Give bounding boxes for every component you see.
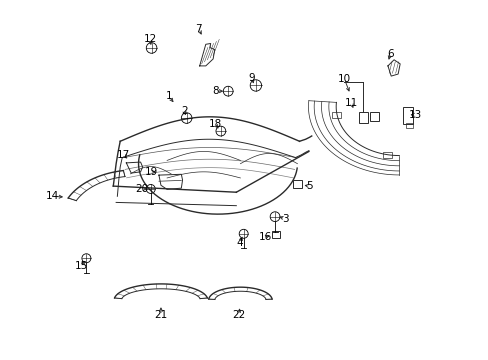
Text: 11: 11 bbox=[344, 98, 357, 108]
Text: 21: 21 bbox=[154, 310, 167, 320]
Text: 2: 2 bbox=[181, 106, 187, 116]
Text: 18: 18 bbox=[208, 119, 222, 129]
Text: 22: 22 bbox=[231, 310, 244, 320]
Text: 10: 10 bbox=[337, 74, 350, 84]
Text: 12: 12 bbox=[143, 34, 156, 44]
Text: 17: 17 bbox=[116, 150, 129, 160]
Bar bbox=[405, 123, 412, 128]
Text: 8: 8 bbox=[212, 86, 219, 96]
Text: 4: 4 bbox=[236, 238, 243, 248]
Text: 16: 16 bbox=[259, 232, 272, 242]
Bar bbox=[402, 107, 412, 124]
Bar bbox=[331, 112, 341, 118]
Text: 5: 5 bbox=[306, 181, 312, 191]
Bar bbox=[383, 152, 392, 158]
Text: 19: 19 bbox=[144, 167, 158, 177]
Bar bbox=[358, 112, 367, 123]
Text: 15: 15 bbox=[75, 261, 88, 271]
Text: 9: 9 bbox=[248, 73, 255, 83]
Bar bbox=[369, 112, 378, 121]
Text: 13: 13 bbox=[408, 110, 422, 120]
Text: 7: 7 bbox=[195, 24, 202, 34]
Text: 20: 20 bbox=[135, 184, 148, 194]
Bar bbox=[293, 180, 302, 188]
Text: 14: 14 bbox=[45, 191, 59, 201]
Bar bbox=[272, 230, 279, 238]
Text: 3: 3 bbox=[282, 214, 288, 224]
Text: 6: 6 bbox=[386, 49, 393, 59]
Text: 1: 1 bbox=[165, 91, 172, 102]
